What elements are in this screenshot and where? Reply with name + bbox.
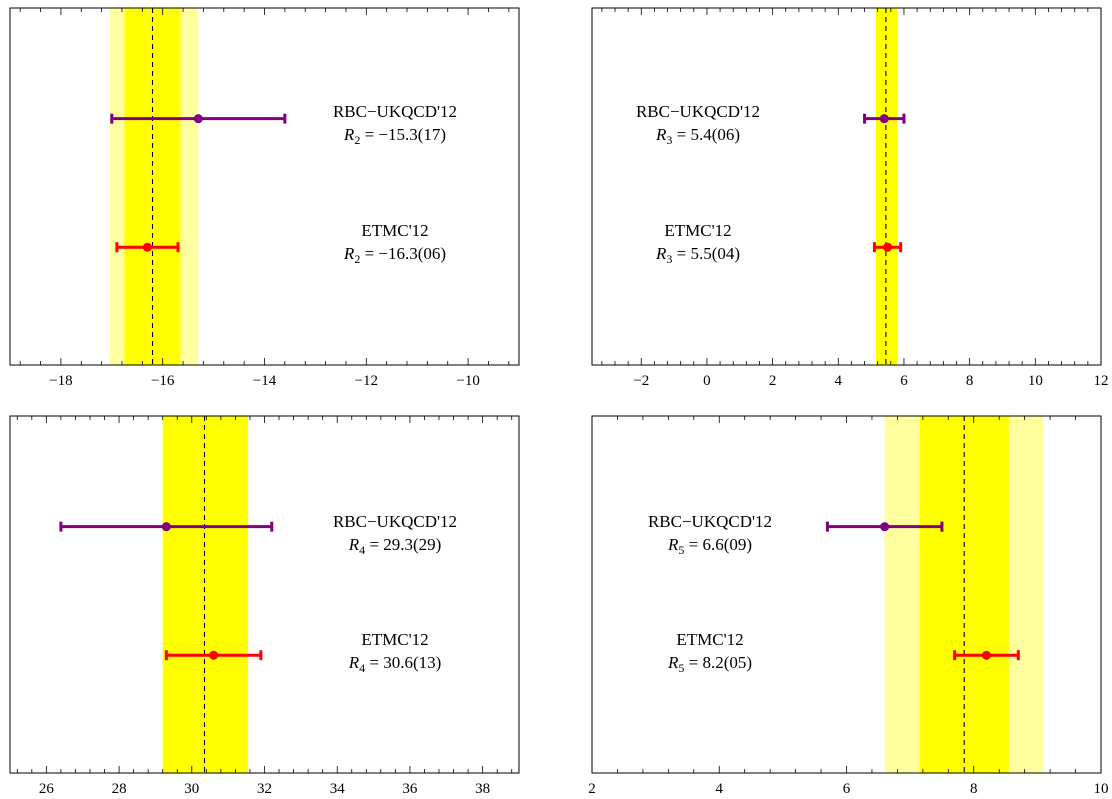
x-tick-label: 8 <box>970 781 978 797</box>
series-value-label: R4 = 30.6(13) <box>348 653 442 675</box>
x-tick-label: 6 <box>900 373 908 389</box>
inner-band <box>124 8 181 365</box>
x-tick-label: 4 <box>716 781 724 797</box>
series-name-label: RBC−UKQCD'12 <box>648 512 772 531</box>
x-tick-label: 36 <box>402 781 418 797</box>
chart-panel-2: −2 0 2 4 6 8 10 12 RBC−UKQCD'12 R3 = 5.4(06) ETMC'… <box>591 7 1109 389</box>
series-name-label: RBC−UKQCD'12 <box>333 512 457 531</box>
x-tick-label: −10 <box>456 373 479 389</box>
x-tick-label: 10 <box>1028 373 1043 389</box>
inner-band <box>162 416 249 773</box>
plot-frame <box>9 415 520 774</box>
plot-frame <box>591 7 1102 366</box>
x-tick-label: −2 <box>633 373 649 389</box>
x-tick-label: −12 <box>355 373 378 389</box>
data-point <box>981 650 991 660</box>
x-tick-label: 10 <box>1094 781 1109 797</box>
x-tick-label: 4 <box>835 373 843 389</box>
data-point <box>142 242 152 252</box>
x-tick-label: 8 <box>966 373 974 389</box>
x-tick-label: 12 <box>1094 373 1109 389</box>
x-tick-label: −16 <box>151 373 175 389</box>
series-value-label: R4 = 29.3(29) <box>348 535 442 557</box>
x-tick-label: 2 <box>769 373 777 389</box>
data-point <box>209 650 219 660</box>
series-name-label: ETMC'12 <box>676 630 743 649</box>
series-name-label: ETMC'12 <box>361 221 428 240</box>
x-tick-label: 34 <box>330 781 346 797</box>
series-name-label: ETMC'12 <box>664 221 731 240</box>
series-value-label: R3 = 5.5(04) <box>655 244 740 266</box>
inner-band <box>919 416 1009 773</box>
plot-frame <box>9 7 520 366</box>
x-tick-label: 26 <box>39 781 55 797</box>
data-point <box>879 114 889 124</box>
series-name-label: ETMC'12 <box>361 630 428 649</box>
data-point <box>161 522 171 532</box>
x-tick-label: 28 <box>112 781 127 797</box>
x-tick-label: 32 <box>257 781 272 797</box>
data-point <box>880 522 890 532</box>
chart-panel-1: −18 −16 −14 −12 −10 RBC−UKQCD'12 R2 = −15.3(17… <box>9 7 520 389</box>
series-name-label: RBC−UKQCD'12 <box>333 102 457 121</box>
inner-band <box>876 8 898 365</box>
series-name-label: RBC−UKQCD'12 <box>636 102 760 121</box>
series-value-label: R5 = 8.2(05) <box>667 653 752 675</box>
series-value-label: R3 = 5.4(06) <box>655 125 740 147</box>
x-tick-label: −14 <box>253 373 277 389</box>
x-tick-label: 6 <box>843 781 851 797</box>
series-value-label: R2 = −16.3(06) <box>343 244 446 266</box>
chart-panel-4: 2 4 6 8 10 RBC−UKQCD'12 R5 = 6.6(09) ETMC'12 R5 … <box>588 415 1109 797</box>
chart-panel-3: 26 28 30 32 34 36 38 RBC−UKQCD'12 R4 = 29.3(29) E… <box>9 415 520 797</box>
series-value-label: R2 = −15.3(17) <box>343 125 446 147</box>
x-tick-label: −18 <box>49 373 72 389</box>
x-tick-label: 38 <box>475 781 490 797</box>
data-point <box>193 114 203 124</box>
x-tick-label: 0 <box>703 373 711 389</box>
series-value-label: R5 = 6.6(09) <box>667 535 752 557</box>
data-point <box>883 242 893 252</box>
x-tick-label: 30 <box>184 781 199 797</box>
x-tick-label: 2 <box>588 781 596 797</box>
